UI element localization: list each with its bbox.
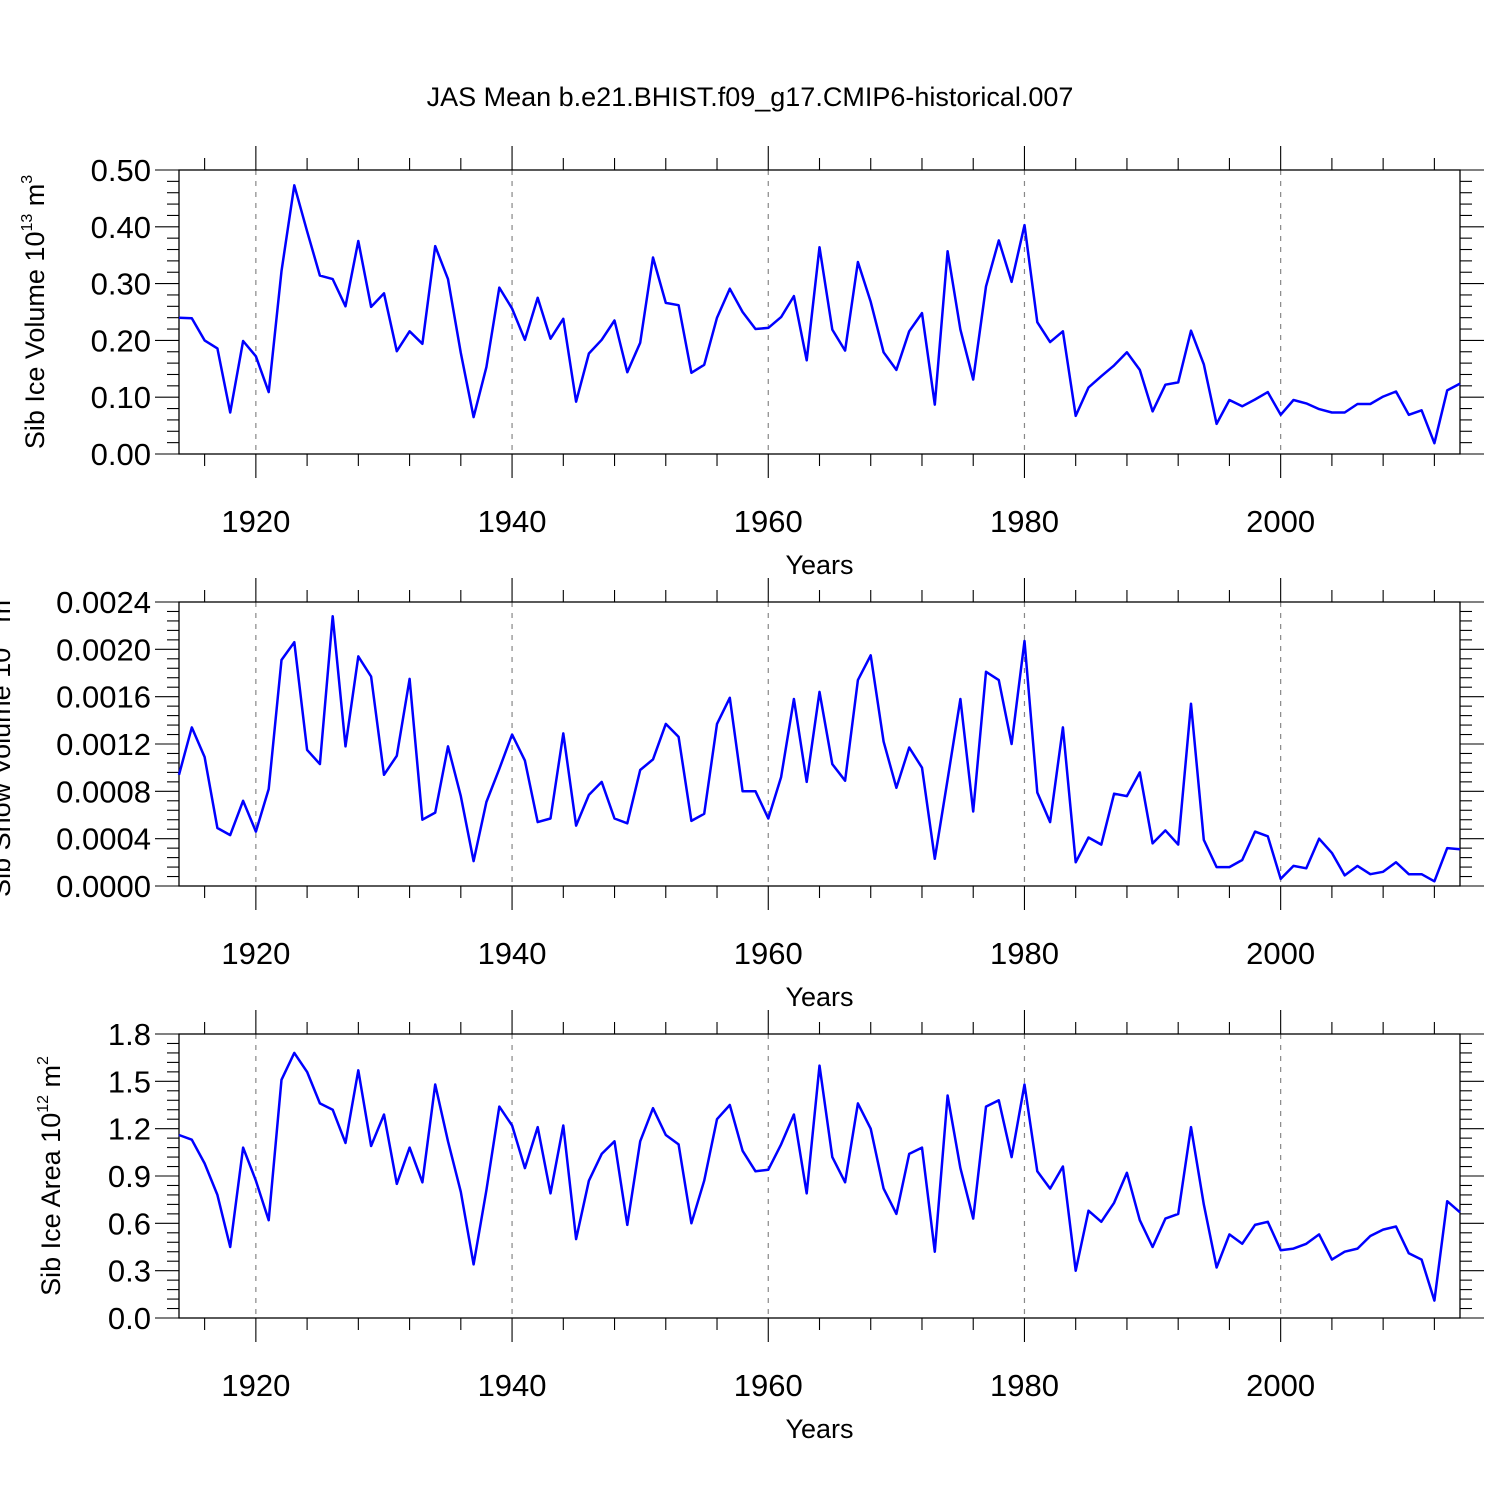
plot-frame-volume xyxy=(178,169,1461,455)
xtick-label-snow: 1960 xyxy=(734,936,803,971)
y-label-unit-power-area: 2 xyxy=(35,1056,52,1065)
xtick-label-snow: 1940 xyxy=(478,936,547,971)
xtick-label-area: 2000 xyxy=(1246,1368,1315,1403)
y-label-exponent-area: 12 xyxy=(35,1095,52,1113)
ytick-label-snow: 0.0020 xyxy=(56,632,151,667)
grid-area xyxy=(255,1034,1282,1318)
grid-volume xyxy=(255,170,1282,454)
minor-ticks-area xyxy=(167,1022,1472,1330)
ytick-label-snow: 0.0004 xyxy=(56,822,151,857)
ytick-label-snow: 0.0012 xyxy=(56,727,151,762)
major-ticks-area xyxy=(155,1010,1484,1342)
ytick-label-area: 1.5 xyxy=(108,1064,151,1099)
ytick-label-snow: 0.0000 xyxy=(56,869,151,904)
ytick-label-area: 1.8 xyxy=(108,1017,151,1052)
ytick-label-volume: 0.50 xyxy=(91,153,151,188)
x-tick-labels-volume: 1920 1940 1960 1980 2000 xyxy=(221,504,1315,539)
xtick-label-volume: 1960 xyxy=(734,504,803,539)
y-label-unit-volume: m xyxy=(20,184,50,214)
panel-area: 0.00.30.60.91.21.51.8 1920 1940 1960 1980 20… xyxy=(35,1010,1484,1444)
series-line-snow xyxy=(177,614,1461,883)
ytick-label-area: 0.9 xyxy=(108,1159,151,1194)
ytick-label-volume: 0.20 xyxy=(91,323,151,358)
xtick-label-snow: 1980 xyxy=(990,936,1059,971)
x-axis-label-volume: Years xyxy=(785,550,853,580)
y-label-unit-power-snow: 3 xyxy=(0,591,2,600)
xtick-label-area: 1920 xyxy=(221,1368,290,1403)
xtick-label-volume: 2000 xyxy=(1246,504,1315,539)
ytick-label-volume: 0.30 xyxy=(91,267,151,302)
grid-snow xyxy=(255,602,1282,886)
ytick-label-volume: 0.40 xyxy=(91,210,151,245)
y-label-main-area: Sib Ice Area 10 xyxy=(36,1113,66,1296)
xtick-label-area: 1980 xyxy=(990,1368,1059,1403)
xtick-label-area: 1960 xyxy=(734,1368,803,1403)
ytick-label-snow: 0.0016 xyxy=(56,680,151,715)
x-axis-label-area: Years xyxy=(785,1414,853,1444)
minor-ticks-snow xyxy=(167,590,1472,898)
y-axis-label-volume: Sib Ice Volume 1013 m3 xyxy=(19,175,50,449)
xtick-label-volume: 1920 xyxy=(221,504,290,539)
y-label-main-volume: Sib Ice Volume 10 xyxy=(20,232,50,450)
ytick-label-area: 1.2 xyxy=(108,1112,151,1147)
panel-snow: 0.0000 0.0004 0.0008 0.0012 0.0016 0.0020 0.00… xyxy=(0,578,1484,1012)
series-line-area xyxy=(178,1051,1461,1302)
y-label-exponent-snow: 13 xyxy=(0,630,2,648)
xtick-label-area: 1940 xyxy=(478,1368,547,1403)
y-label-unit-snow: m xyxy=(0,600,16,630)
ytick-label-snow: 0.0024 xyxy=(56,585,151,620)
x-axis-label-snow: Years xyxy=(785,982,853,1012)
ytick-label-area: 0.0 xyxy=(108,1301,151,1336)
ytick-label-snow: 0.0008 xyxy=(56,774,151,809)
plot-frame-area xyxy=(178,1033,1461,1319)
major-ticks-volume xyxy=(155,146,1484,478)
xtick-label-volume: 1940 xyxy=(478,504,547,539)
plot-frame-snow xyxy=(178,601,1461,887)
x-tick-labels-snow: 1920 1940 1960 1980 2000 xyxy=(221,936,1315,971)
x-tick-labels-area: 1920 1940 1960 1980 2000 xyxy=(221,1368,1315,1403)
chart-title: JAS Mean b.e21.BHIST.f09_g17.CMIP6-histo… xyxy=(427,82,1074,112)
panel-volume: 0.00 0.10 0.20 0.30 0.40 0.50 1920 1940 1960 198… xyxy=(19,146,1484,580)
y-label-unit-area: m xyxy=(36,1065,66,1095)
xtick-label-snow: 1920 xyxy=(221,936,290,971)
y-tick-labels-area: 0.0 0.3 0.6 0.9 1.2 1.5 1.8 xyxy=(108,1017,151,1336)
minor-ticks-volume xyxy=(167,158,1472,466)
xtick-label-snow: 2000 xyxy=(1246,936,1315,971)
y-label-exponent-volume: 13 xyxy=(19,214,36,232)
series-line-volume xyxy=(178,184,1461,445)
ytick-label-area: 0.3 xyxy=(108,1254,151,1289)
y-label-unit-power-volume: 3 xyxy=(19,175,36,184)
y-label-main-snow: Sib Snow Volume 10 xyxy=(0,648,16,897)
xtick-label-volume: 1980 xyxy=(990,504,1059,539)
ytick-label-area: 0.6 xyxy=(108,1206,151,1241)
y-axis-label-snow: Sib Snow Volume 1013 m3 xyxy=(0,591,16,897)
y-axis-label-area: Sib Ice Area 1012 m2 xyxy=(35,1056,66,1296)
ytick-label-volume: 0.10 xyxy=(91,380,151,415)
ytick-label-volume: 0.00 xyxy=(91,437,151,472)
major-ticks-snow xyxy=(155,578,1484,910)
y-tick-labels-snow: 0.0000 0.0004 0.0008 0.0012 0.0016 0.0020 0.00… xyxy=(56,585,151,904)
y-tick-labels-volume: 0.00 0.10 0.20 0.30 0.40 0.50 xyxy=(91,153,151,472)
